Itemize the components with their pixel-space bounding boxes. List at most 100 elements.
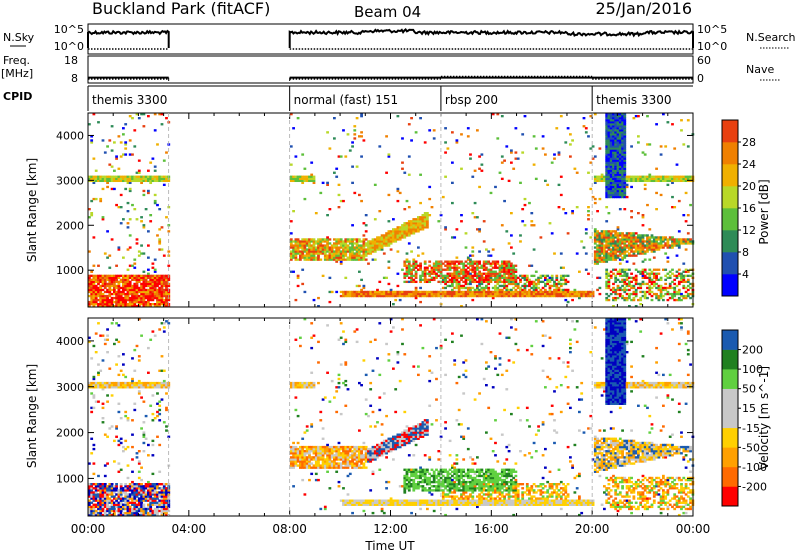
velocity-cell	[88, 384, 91, 387]
power-cell	[348, 246, 352, 249]
velocity-cell	[301, 445, 305, 449]
power-cell	[677, 246, 681, 249]
power-cell	[618, 272, 622, 275]
power-cell	[299, 244, 302, 247]
power-cell	[385, 171, 388, 174]
power-cell	[147, 244, 150, 247]
power-cell	[607, 141, 611, 144]
power-cell	[137, 274, 141, 278]
velocity-cell	[131, 485, 134, 488]
power-cell	[160, 286, 164, 290]
velocity-cell	[117, 497, 121, 500]
power-cell	[618, 171, 622, 174]
power-cell	[151, 177, 155, 181]
power-cell	[528, 292, 531, 296]
power-cell	[466, 258, 470, 261]
power-cell	[360, 240, 363, 243]
power-cell	[444, 175, 447, 178]
power-cell	[639, 242, 643, 245]
power-cell	[348, 258, 352, 261]
power-cell	[165, 151, 168, 154]
power-cell	[519, 286, 522, 290]
power-cell	[106, 179, 109, 183]
power-cell	[593, 201, 597, 205]
power-cell	[609, 119, 613, 122]
power-cell	[101, 179, 105, 183]
power-cell	[135, 175, 139, 178]
power-cell	[609, 232, 613, 235]
velocity-cell	[149, 513, 153, 517]
velocity-cell	[131, 379, 134, 383]
power-cell	[621, 179, 624, 183]
power-cell	[137, 169, 141, 172]
power-cell	[666, 242, 670, 245]
power-cell	[457, 276, 461, 280]
velocity-cell	[103, 513, 107, 517]
power-cell	[410, 250, 413, 253]
power-cell	[557, 292, 561, 296]
power-cell	[489, 262, 493, 265]
power-cell	[410, 226, 413, 229]
power-cell	[292, 210, 295, 213]
power-cell	[673, 147, 677, 150]
velocity-cell	[292, 445, 295, 449]
velocity-cell	[110, 489, 114, 492]
velocity-cell	[156, 497, 159, 500]
power-cell	[453, 274, 457, 278]
power-cell	[360, 292, 363, 296]
power-cell	[609, 250, 613, 253]
velocity-cell	[90, 507, 94, 511]
velocity-cell	[94, 485, 98, 488]
power-cell	[607, 238, 611, 241]
power-cell	[362, 244, 366, 247]
power-cell	[485, 290, 488, 294]
power-cell	[97, 179, 100, 183]
power-cell	[90, 292, 94, 296]
power-cell	[494, 260, 497, 263]
power-cell	[124, 143, 128, 146]
power-cell	[512, 270, 516, 273]
power-cell	[398, 234, 402, 237]
power-cell	[419, 224, 422, 227]
power-cell	[550, 278, 554, 282]
power-cell	[122, 305, 125, 308]
power-cell	[578, 270, 581, 273]
power-cell	[684, 270, 688, 273]
power-cell	[312, 252, 316, 255]
power-cell	[358, 252, 361, 255]
power-cell	[500, 260, 504, 263]
power-cell	[464, 290, 468, 294]
power-cell	[630, 179, 633, 183]
power-cell	[657, 248, 661, 251]
power-cell	[605, 183, 609, 187]
power-cell	[421, 218, 425, 221]
power-cell	[140, 292, 143, 296]
power-cell	[609, 252, 613, 255]
velocity-cell	[94, 495, 98, 498]
power-cell	[491, 270, 495, 273]
power-cell	[562, 294, 565, 298]
power-cell	[507, 242, 511, 245]
power-cell	[668, 284, 672, 288]
power-cell	[503, 276, 506, 280]
power-cell	[616, 121, 620, 124]
velocity-cell	[99, 487, 103, 490]
power-cell	[557, 183, 561, 187]
freq-ytick-top: 18	[64, 54, 78, 67]
power-cell	[423, 214, 427, 217]
power-cell	[668, 246, 672, 249]
power-cell	[625, 284, 629, 288]
power-cell	[380, 244, 384, 247]
power-cell	[664, 282, 668, 286]
power-cell	[473, 268, 477, 271]
power-cell	[605, 127, 609, 130]
power-cell	[351, 290, 354, 294]
power-cell	[646, 179, 649, 183]
power-cell	[652, 276, 656, 280]
velocity-cell	[106, 462, 109, 465]
power-cell	[348, 294, 352, 298]
power-cell	[135, 296, 139, 300]
power-cell	[312, 244, 316, 247]
power-cell	[156, 305, 159, 308]
power-cell	[426, 294, 429, 298]
